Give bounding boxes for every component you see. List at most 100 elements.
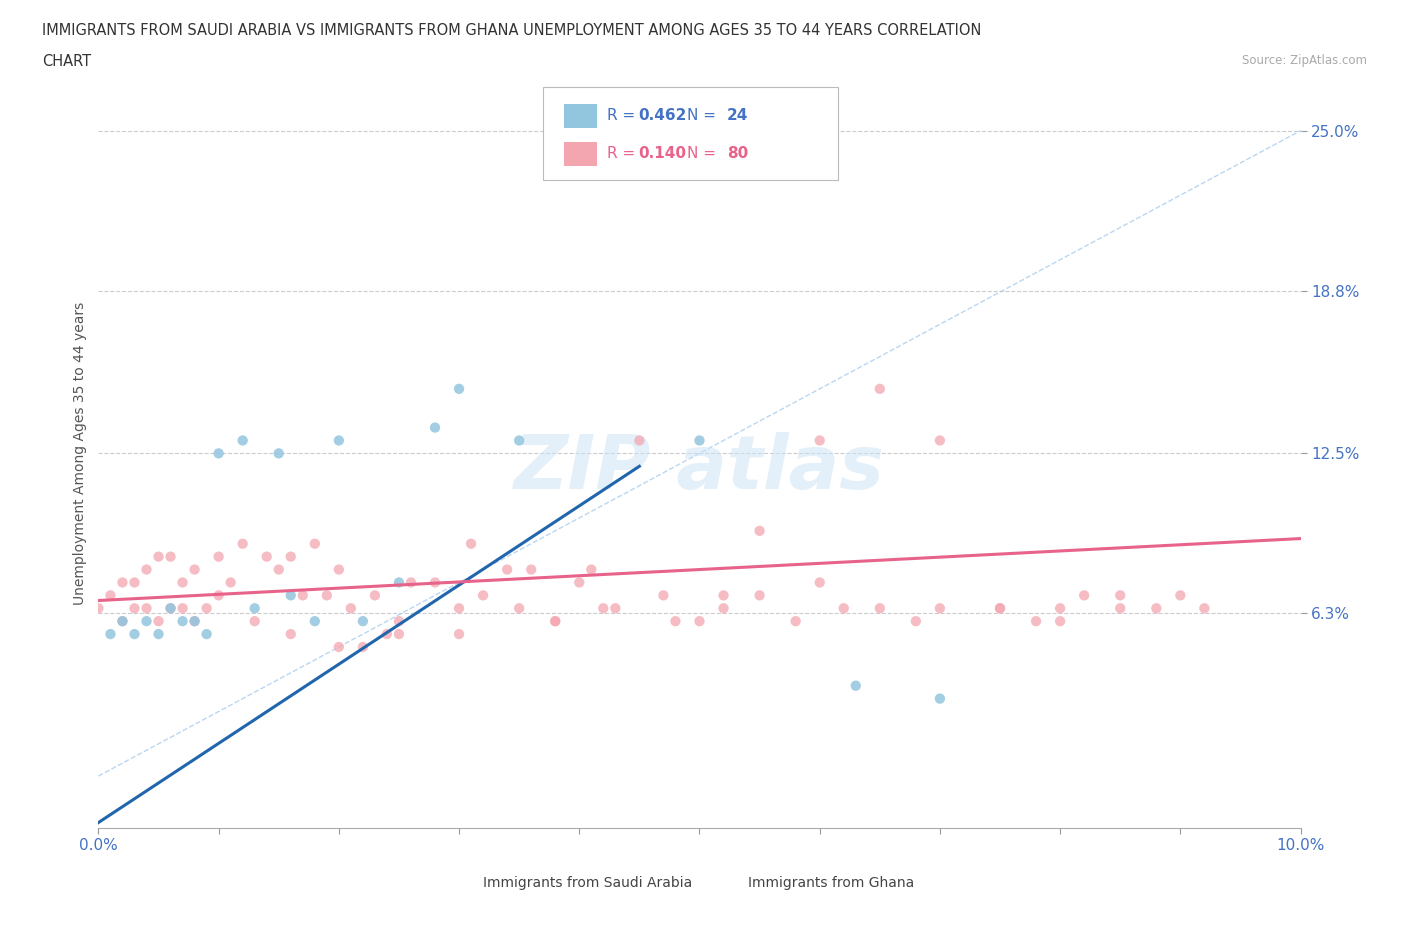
Text: R =: R = <box>607 146 640 161</box>
Point <box>159 601 181 616</box>
Point <box>628 433 651 448</box>
Y-axis label: Unemployment Among Ages 35 to 44 years: Unemployment Among Ages 35 to 44 years <box>73 301 87 605</box>
Point <box>581 562 603 577</box>
Point <box>832 601 855 616</box>
Point <box>508 433 530 448</box>
Point <box>364 588 387 603</box>
Point <box>256 550 278 565</box>
Point <box>869 601 891 616</box>
Point <box>845 678 868 693</box>
Point <box>605 601 627 616</box>
Point <box>208 588 231 603</box>
Point <box>713 588 735 603</box>
Point <box>447 627 470 642</box>
FancyBboxPatch shape <box>564 141 598 166</box>
Point <box>111 614 134 629</box>
Point <box>1170 588 1192 603</box>
Point <box>148 550 170 565</box>
Point <box>929 433 952 448</box>
FancyBboxPatch shape <box>564 104 598 127</box>
Point <box>304 537 326 551</box>
Point <box>195 627 218 642</box>
Point <box>148 614 170 629</box>
Point <box>748 588 770 603</box>
Text: 24: 24 <box>727 109 748 124</box>
Text: CHART: CHART <box>42 54 91 69</box>
Point <box>447 381 470 396</box>
Point <box>388 614 411 629</box>
Point <box>688 433 710 448</box>
Point <box>1194 601 1216 616</box>
Text: ZIP atlas: ZIP atlas <box>515 432 884 505</box>
Point <box>267 446 290 461</box>
Text: 0.140: 0.140 <box>638 146 686 161</box>
Point <box>688 614 710 629</box>
Point <box>172 601 194 616</box>
Point <box>544 614 567 629</box>
Point <box>148 627 170 642</box>
Point <box>111 575 134 590</box>
Point <box>352 640 374 655</box>
Point <box>183 614 205 629</box>
Text: Immigrants from Ghana: Immigrants from Ghana <box>748 876 914 890</box>
Point <box>904 614 927 629</box>
Point <box>592 601 614 616</box>
Point <box>328 562 350 577</box>
Text: R =: R = <box>607 109 640 124</box>
Point <box>340 601 363 616</box>
Point <box>388 627 411 642</box>
Point <box>423 420 446 435</box>
Point <box>124 627 146 642</box>
Point <box>208 550 231 565</box>
Point <box>232 433 254 448</box>
Point <box>135 601 157 616</box>
Point <box>328 640 350 655</box>
Point <box>280 588 302 603</box>
Text: Source: ZipAtlas.com: Source: ZipAtlas.com <box>1241 54 1367 67</box>
Point <box>929 601 952 616</box>
Point <box>352 614 374 629</box>
Point <box>568 575 591 590</box>
Point <box>135 614 157 629</box>
Point <box>183 562 205 577</box>
Point <box>124 575 146 590</box>
Point <box>1025 614 1047 629</box>
Point <box>172 575 194 590</box>
Point <box>869 381 891 396</box>
Point <box>291 588 314 603</box>
Point <box>315 588 337 603</box>
Point <box>100 627 122 642</box>
Point <box>496 562 519 577</box>
Point <box>328 433 350 448</box>
Point <box>1073 588 1095 603</box>
Point <box>1109 601 1132 616</box>
Point <box>172 614 194 629</box>
Point <box>388 575 411 590</box>
Point <box>808 575 831 590</box>
Point <box>159 601 181 616</box>
Point <box>87 601 110 616</box>
FancyBboxPatch shape <box>717 875 741 891</box>
Point <box>472 588 495 603</box>
Point <box>785 614 807 629</box>
Text: N =: N = <box>688 146 721 161</box>
Point <box>1049 614 1071 629</box>
Point <box>280 627 302 642</box>
FancyBboxPatch shape <box>543 86 838 180</box>
Point <box>208 446 231 461</box>
Point <box>1144 601 1167 616</box>
Point <box>304 614 326 629</box>
Text: IMMIGRANTS FROM SAUDI ARABIA VS IMMIGRANTS FROM GHANA UNEMPLOYMENT AMONG AGES 35: IMMIGRANTS FROM SAUDI ARABIA VS IMMIGRAN… <box>42 23 981 38</box>
Point <box>219 575 242 590</box>
Text: 0.462: 0.462 <box>638 109 686 124</box>
Point <box>135 562 157 577</box>
Point <box>159 550 181 565</box>
Point <box>399 575 422 590</box>
Point <box>808 433 831 448</box>
Text: N =: N = <box>688 109 721 124</box>
Point <box>232 537 254 551</box>
Point <box>195 601 218 616</box>
Point <box>100 588 122 603</box>
Point <box>183 614 205 629</box>
Point <box>988 601 1011 616</box>
